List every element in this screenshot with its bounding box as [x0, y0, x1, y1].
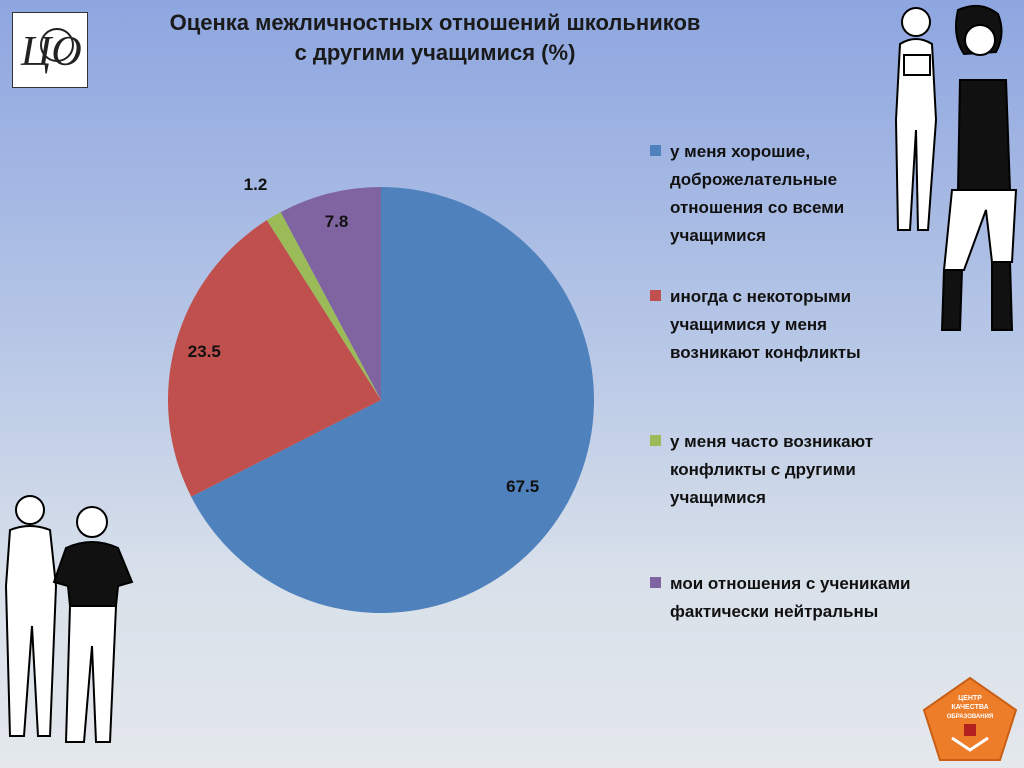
organization-logo: ЦО: [12, 12, 88, 88]
chart-title-line-1: Оценка межличностных отношений школьнико…: [169, 10, 701, 35]
data-label-slice-2: 23.5: [187, 341, 221, 361]
legend-label: иногда с некоторыми учащимися у меня воз…: [670, 287, 861, 362]
students-illustration-bottom-left: [4, 495, 134, 743]
students-illustration-top-right: [894, 4, 1018, 331]
pie-slice-4: [280, 187, 381, 400]
data-label-slice-1: 67.5: [506, 476, 540, 496]
legend-label: у меня часто возникают конфликты с други…: [670, 432, 874, 507]
badge-line-1: ЦЕНТР: [958, 695, 982, 702]
data-label-slice-4: 7.8: [324, 212, 349, 232]
pie-slice-1: [191, 187, 594, 613]
chart-title-line-2: с другими учащимися (%): [294, 40, 576, 65]
legend-swatch: [650, 577, 661, 588]
chart-title: Оценка межличностных отношений школьнико…: [110, 8, 760, 68]
badge-line-2: КАЧЕСТВА: [951, 704, 988, 711]
pie-slice-2: [167, 220, 381, 497]
badge-shape: [922, 676, 1018, 761]
badge-line-3: ОБРАЗОВАНИЯ: [947, 714, 993, 720]
pie-slice-3: [266, 212, 381, 400]
legend-swatch: [650, 145, 661, 156]
legend-label: мои отношения с учениками фактически ней…: [670, 574, 911, 621]
quality-center-badge: ЦЕНТР КАЧЕСТВА ОБРАЗОВАНИЯ: [922, 676, 1018, 761]
legend-label: у меня хорошие, доброжелательные отношен…: [670, 142, 845, 245]
legend-swatch: [650, 290, 661, 301]
data-label-slice-3: 1.2: [243, 174, 268, 194]
pie-slices: [167, 187, 594, 613]
logo-monogram: ЦО: [20, 28, 82, 75]
legend-swatch: [650, 435, 661, 446]
